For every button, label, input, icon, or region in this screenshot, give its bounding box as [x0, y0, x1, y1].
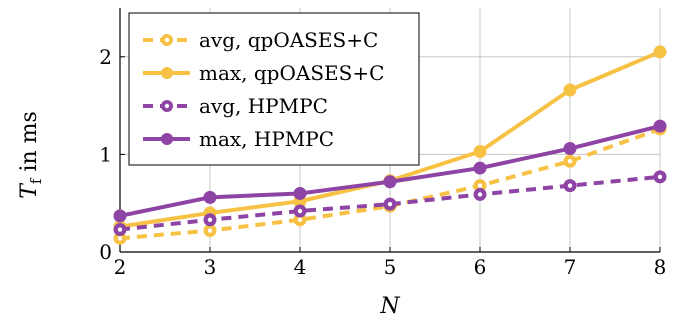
- data-point-hole: [477, 192, 483, 197]
- y-tick-label: 2: [99, 45, 112, 69]
- data-point-hole: [297, 208, 303, 214]
- series-4: [113, 119, 667, 223]
- data-point: [563, 83, 577, 97]
- data-point: [383, 175, 397, 189]
- data-point: [653, 45, 667, 59]
- data-point: [473, 161, 487, 175]
- data-point-hole: [117, 236, 123, 241]
- legend-swatch-marker: [161, 133, 173, 145]
- data-point: [563, 142, 577, 156]
- y-axis-label-rest: in ms: [17, 111, 42, 178]
- legend-label: avg, HPMPC: [199, 94, 328, 118]
- data-point-hole: [207, 228, 213, 233]
- tick-labels: 2 3 4 5 6 7 8 0 1 2: [99, 45, 666, 279]
- legend: avg, qpOASES+C max, qpOASES+C avg, HPMPC ma…: [128, 12, 420, 166]
- y-axis-label-sub: f: [27, 177, 45, 184]
- data-point-hole: [117, 227, 123, 232]
- data-point: [203, 190, 217, 204]
- y-tick-label: 1: [99, 142, 112, 166]
- series-3: [113, 170, 667, 237]
- legend-swatch-hole: [164, 37, 170, 43]
- legend-swatch-marker: [161, 67, 173, 79]
- legend-label: max, HPMPC: [199, 127, 334, 151]
- data-point-hole: [567, 183, 573, 188]
- x-tick-label: 3: [204, 255, 217, 279]
- data-point-hole: [567, 159, 573, 164]
- legend-entry: max, qpOASES+C: [143, 61, 384, 85]
- data-point: [293, 186, 307, 200]
- legend-label: max, qpOASES+C: [199, 61, 384, 85]
- y-tick-label: 0: [99, 240, 112, 264]
- data-point-hole: [297, 217, 303, 222]
- legend-label: avg, qpOASES+C: [199, 28, 378, 52]
- x-axis-label: N: [379, 294, 400, 319]
- x-tick-label: 5: [384, 255, 397, 279]
- data-point-hole: [657, 174, 663, 180]
- series-layer: [113, 45, 667, 245]
- x-tick-label: 4: [294, 255, 307, 279]
- x-tick-label: 6: [474, 255, 487, 279]
- data-point: [653, 119, 667, 133]
- x-tick-label: 2: [114, 255, 127, 279]
- data-point-hole: [207, 217, 213, 222]
- y-axis-label: Tf in ms: [17, 111, 45, 199]
- legend-entry: max, HPMPC: [143, 127, 334, 151]
- legend-entry: avg, HPMPC: [143, 94, 328, 118]
- legend-entry: avg, qpOASES+C: [143, 28, 378, 52]
- data-point-hole: [387, 201, 393, 207]
- x-tick-label: 8: [654, 255, 667, 279]
- data-point: [113, 209, 127, 223]
- data-point-hole: [477, 183, 483, 188]
- legend-swatch-hole: [164, 103, 170, 109]
- data-point: [473, 144, 487, 158]
- y-axis-label-var: T: [17, 182, 42, 199]
- x-tick-label: 7: [564, 255, 577, 279]
